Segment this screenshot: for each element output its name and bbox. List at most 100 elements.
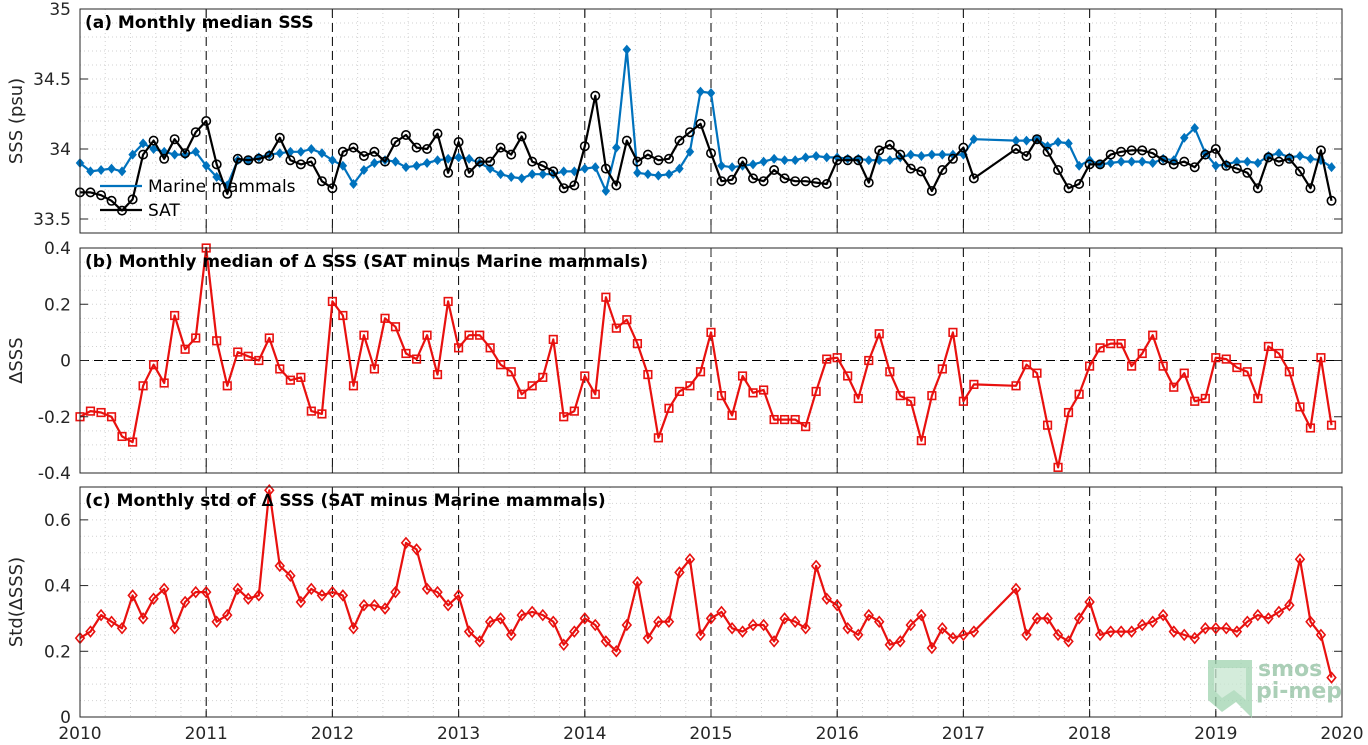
data-point	[391, 156, 400, 167]
x-tick-label: 2017	[942, 724, 985, 744]
data-point	[895, 149, 906, 160]
data-point	[190, 585, 201, 599]
data-point	[1242, 367, 1252, 377]
data-point	[821, 179, 832, 190]
data-point	[432, 369, 443, 380]
data-point	[653, 155, 664, 166]
y-tick-label: 0.4	[44, 239, 71, 259]
data-point	[232, 582, 243, 596]
data-point	[85, 187, 96, 198]
data-point	[927, 391, 937, 401]
data-point	[1306, 153, 1315, 164]
data-point	[1148, 158, 1157, 168]
data-point	[653, 615, 664, 628]
axes-frame	[79, 486, 1343, 718]
data-point	[1137, 348, 1147, 359]
panel-title: (a) Monthly median SSS	[85, 13, 314, 33]
data-point	[1063, 407, 1074, 418]
data-point	[1200, 149, 1211, 160]
data-point	[748, 159, 758, 170]
data-point	[758, 176, 769, 187]
data-point	[201, 160, 211, 171]
y-tick-label: 35	[49, 0, 71, 20]
data-point	[664, 169, 674, 180]
data-point	[506, 367, 516, 377]
data-point	[296, 372, 306, 382]
data-point	[274, 132, 285, 143]
x-tick-label: 2012	[311, 724, 354, 744]
data-point	[811, 177, 822, 188]
data-point	[1116, 339, 1126, 349]
data-point	[1326, 195, 1337, 206]
data-point	[180, 148, 191, 159]
data-point	[1315, 628, 1327, 642]
data-point	[758, 618, 769, 632]
data-point	[612, 142, 621, 153]
data-point	[874, 145, 885, 156]
data-point	[1221, 354, 1231, 364]
data-point	[569, 406, 579, 416]
data-point	[1011, 381, 1021, 391]
data-point	[306, 582, 317, 596]
data-point	[1294, 166, 1305, 177]
data-point	[1053, 165, 1064, 176]
data-point	[726, 622, 738, 635]
data-point	[1242, 167, 1253, 178]
data-point	[1168, 159, 1179, 170]
data-point	[863, 608, 874, 622]
data-point	[1021, 151, 1032, 162]
data-point	[411, 142, 422, 153]
data-point	[159, 378, 169, 388]
data-point	[1127, 361, 1137, 371]
data-point	[1305, 423, 1316, 433]
data-point	[527, 381, 537, 391]
data-point	[411, 543, 422, 556]
data-point	[937, 165, 948, 176]
data-point	[138, 149, 149, 160]
data-point	[96, 407, 106, 418]
data-point	[264, 151, 275, 162]
data-point	[737, 625, 748, 638]
data-point	[359, 330, 369, 340]
data-point	[464, 167, 475, 178]
data-point	[548, 166, 559, 177]
data-point	[642, 631, 654, 645]
data-point	[759, 156, 768, 167]
data-point	[1253, 158, 1263, 168]
data-point	[127, 194, 138, 205]
data-point	[938, 149, 947, 160]
data-point	[1106, 339, 1116, 349]
data-point	[1190, 123, 1199, 133]
data-point	[306, 156, 317, 167]
data-point	[790, 155, 800, 166]
data-point	[211, 159, 222, 170]
data-point	[1200, 393, 1210, 404]
data-point	[369, 599, 380, 612]
data-point	[842, 622, 853, 635]
data-point	[358, 151, 369, 162]
legend-label: Marine mammals	[148, 177, 296, 197]
axes-frame	[79, 8, 1343, 234]
data-point	[811, 386, 821, 397]
data-point	[127, 589, 138, 602]
data-point	[422, 144, 433, 155]
y-tick-label: 0.4	[44, 577, 71, 597]
data-point	[422, 330, 432, 340]
axes-frame	[79, 247, 1343, 474]
data-point	[705, 148, 716, 159]
data-point	[128, 149, 137, 160]
data-point	[463, 625, 475, 638]
data-point	[1095, 343, 1105, 353]
data-point	[86, 166, 95, 177]
data-point	[496, 169, 505, 180]
data-point	[569, 180, 580, 191]
data-point	[769, 414, 779, 425]
data-point	[1021, 360, 1032, 370]
data-point	[506, 149, 517, 160]
data-point	[926, 186, 937, 197]
data-point	[243, 155, 254, 166]
data-point	[905, 618, 917, 632]
data-point	[432, 128, 443, 139]
data-point	[611, 180, 622, 191]
data-point	[379, 602, 391, 615]
